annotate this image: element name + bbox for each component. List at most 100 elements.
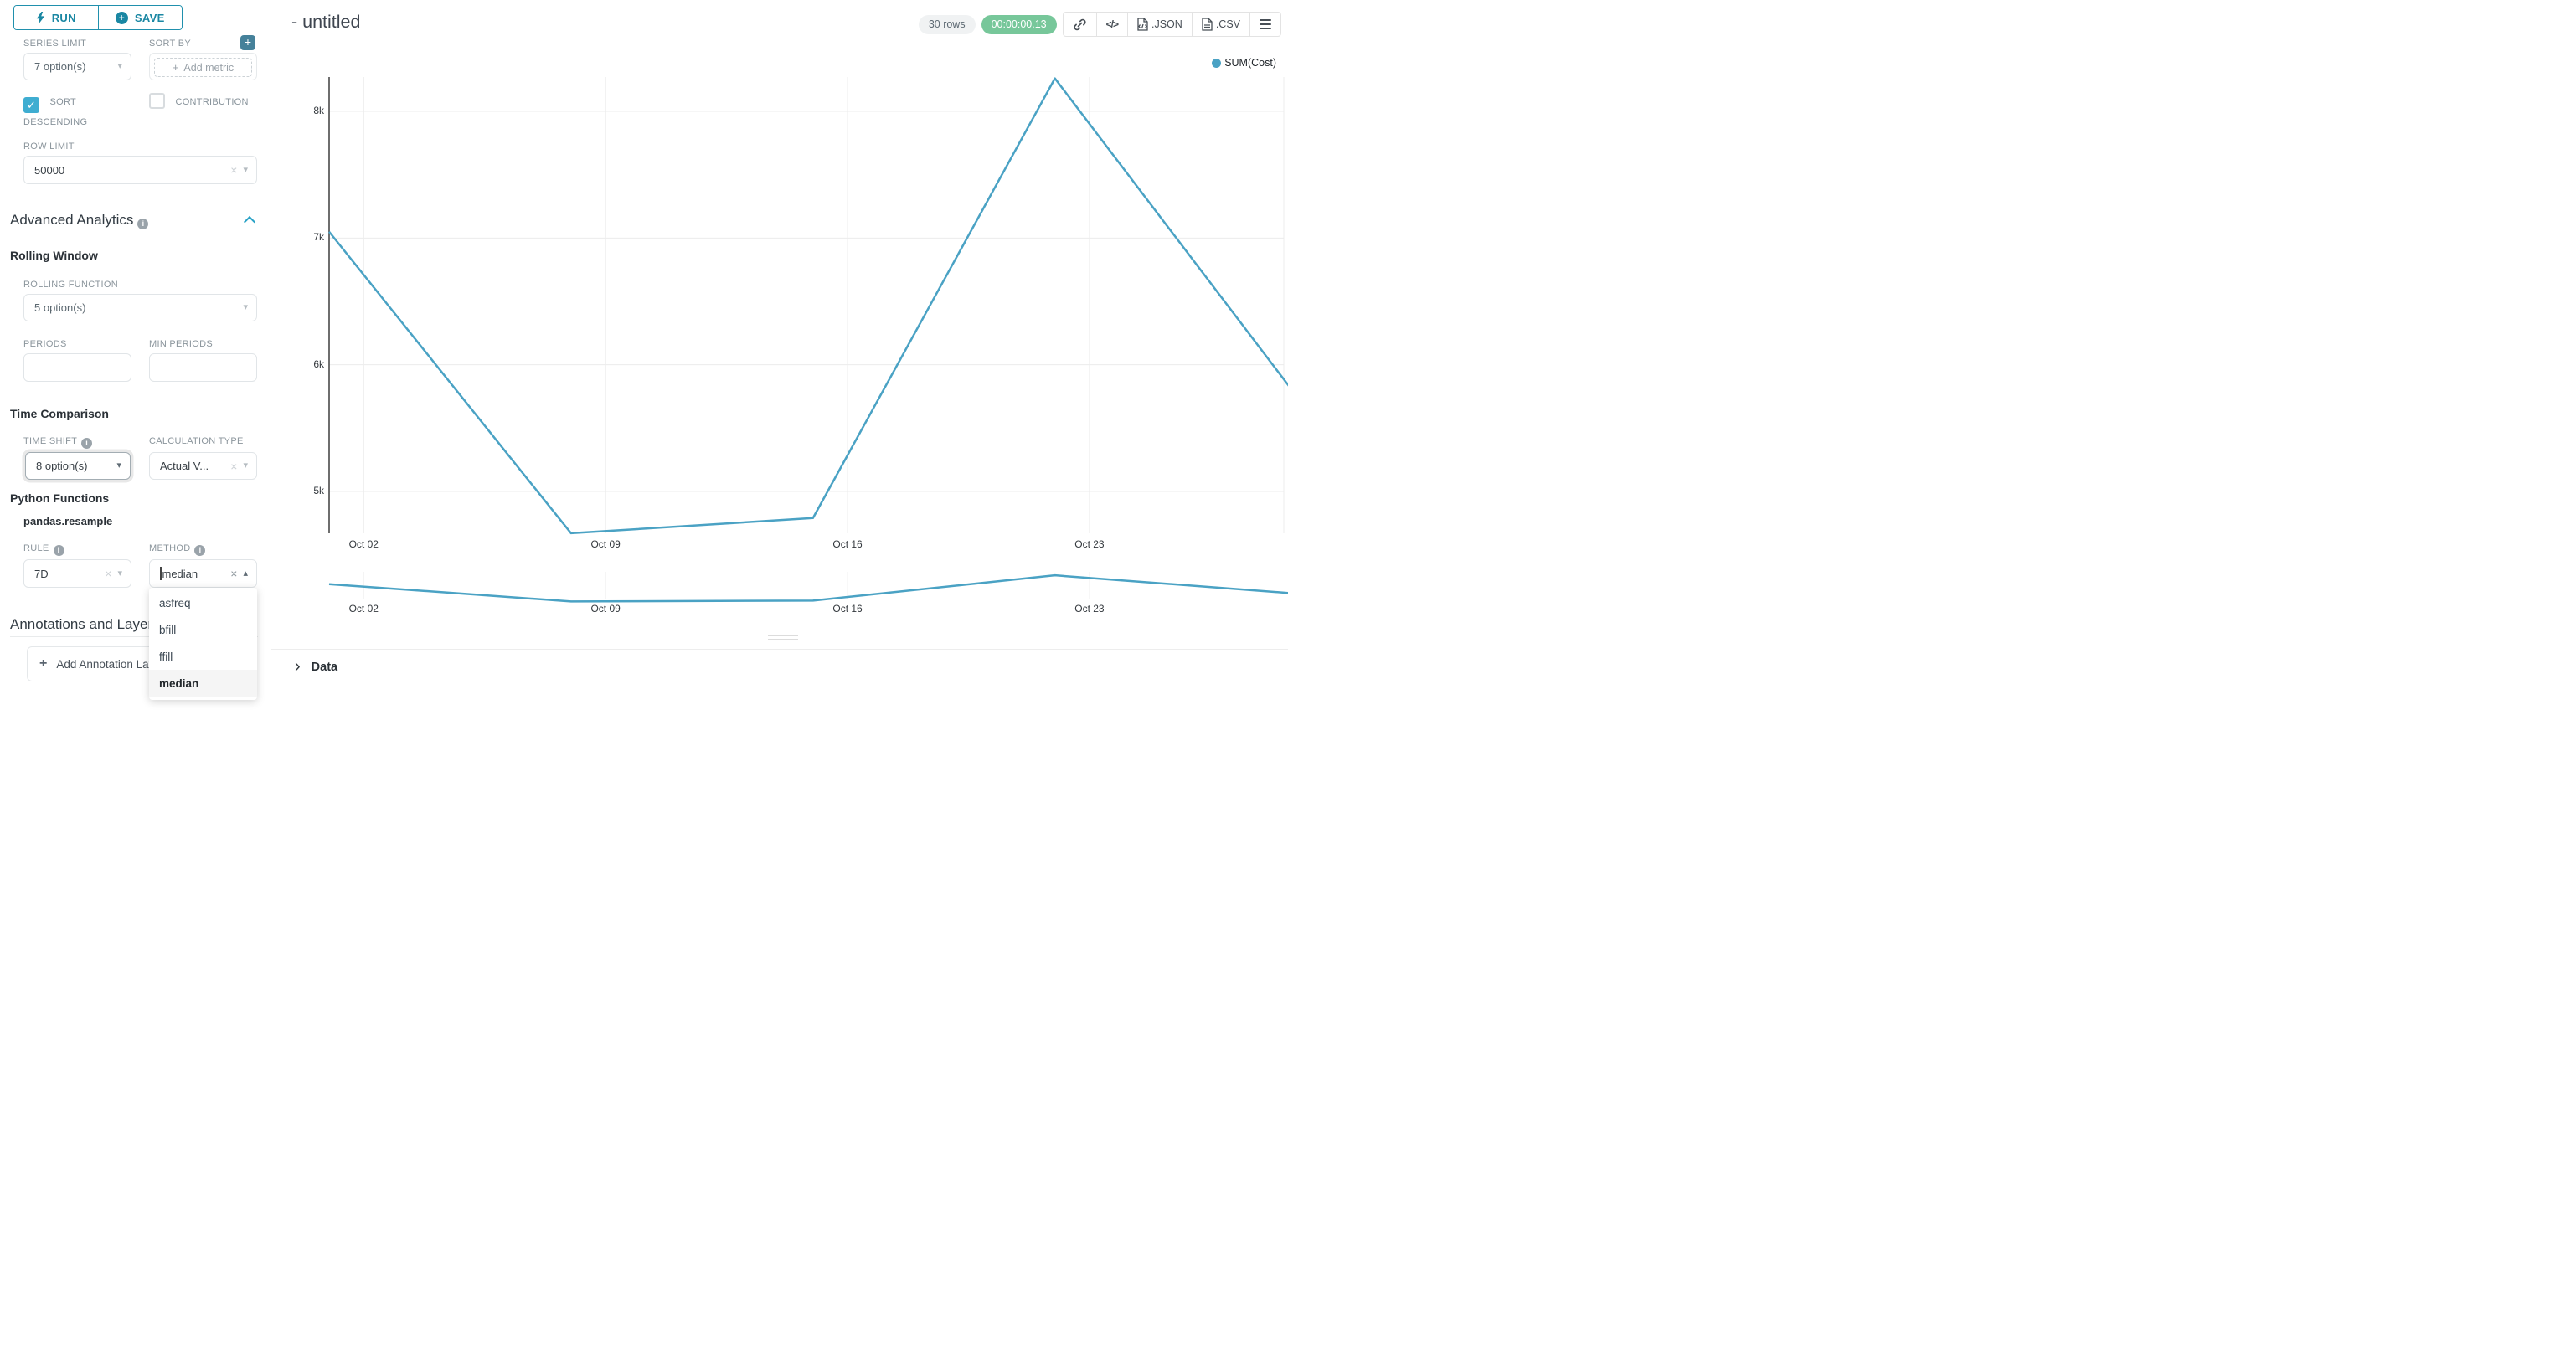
row-limit-value: 50000	[34, 163, 65, 177]
info-icon: i	[194, 545, 206, 556]
export-button-group: </> .JSON .CSV	[1062, 12, 1281, 37]
method-option-asfreq[interactable]: asfreq	[159, 596, 191, 609]
periods-label: PERIODS	[23, 339, 67, 349]
query-timer-badge: 00:00:00.13	[981, 14, 1057, 34]
chevron-down-icon: ▾	[117, 568, 122, 579]
collapse-section-chevron-icon[interactable]	[243, 215, 256, 229]
series-limit-label: SERIES LIMIT	[23, 39, 87, 49]
sort-by-dropzone[interactable]: + Add metric	[149, 53, 257, 80]
clear-icon[interactable]: ×	[230, 163, 238, 177]
chevron-up-icon: ▴	[243, 568, 248, 579]
time-shift-select[interactable]: 8 option(s) ▾	[25, 452, 131, 480]
menu-button[interactable]	[1250, 13, 1280, 36]
time-shift-label: TIME SHIFT i	[23, 436, 93, 449]
chevron-down-icon: ▾	[243, 302, 248, 312]
contribution-checkbox[interactable]	[149, 93, 165, 109]
calculation-type-label: CALCULATION TYPE	[149, 436, 244, 446]
run-save-button-group: RUN + SAVE	[13, 5, 183, 30]
embed-code-button[interactable]: </>	[1097, 13, 1128, 36]
sort-descending-checkbox[interactable]: ✓	[23, 97, 39, 113]
sort-descending-control: ✓ SORT DESCENDING	[23, 93, 141, 130]
method-combobox[interactable]: median × ▴	[149, 559, 257, 588]
chevron-down-icon: ▾	[116, 460, 121, 471]
python-functions-heading: Python Functions	[10, 491, 110, 505]
row-limit-select[interactable]: 50000 × ▾	[23, 156, 257, 184]
method-option-bfill[interactable]: bfill	[159, 623, 177, 636]
panel-resize-handle[interactable]	[768, 632, 798, 643]
save-button[interactable]: + SAVE	[98, 6, 182, 29]
method-value: median	[162, 567, 198, 580]
min-periods-input[interactable]	[149, 353, 257, 382]
file-icon	[1137, 18, 1148, 31]
clear-icon[interactable]: ×	[230, 459, 238, 473]
contribution-control: CONTRIBUTION	[149, 93, 266, 110]
chart-area: - untitled 30 rows 00:00:00.13 </> .JSON	[271, 0, 1288, 685]
lightning-bolt-icon	[36, 11, 44, 24]
row-limit-label: ROW LIMIT	[23, 141, 75, 152]
export-csv-button[interactable]: .CSV	[1193, 13, 1250, 36]
data-panel-header[interactable]: › Data	[271, 649, 1288, 685]
menu-icon	[1260, 17, 1271, 32]
annotations-layers-heading: Annotations and Layers	[10, 616, 160, 632]
export-json-label: .JSON	[1151, 18, 1182, 30]
series-limit-value: 7 option(s)	[34, 60, 86, 73]
rolling-function-select[interactable]: 5 option(s) ▾	[23, 294, 257, 321]
rolling-function-label: ROLLING FUNCTION	[23, 280, 118, 290]
section-divider	[10, 636, 258, 637]
time-shift-value: 8 option(s)	[36, 460, 88, 472]
rule-label: RULE i	[23, 543, 64, 556]
save-button-label: SAVE	[134, 11, 165, 24]
chart-legend[interactable]: SUM(Cost)	[1212, 57, 1276, 69]
series-line	[328, 573, 1288, 603]
calculation-type-value: Actual V...	[160, 460, 209, 472]
chevron-down-icon: ▾	[243, 460, 248, 471]
sort-descending-label: SORT DESCENDING	[23, 97, 88, 127]
text-cursor	[160, 567, 162, 580]
chain-link-icon	[1074, 18, 1086, 30]
code-icon: </>	[1105, 18, 1119, 30]
run-button-label: RUN	[51, 11, 76, 24]
plus-circle-icon: +	[115, 11, 128, 24]
series-line	[328, 77, 1288, 535]
periods-input[interactable]	[23, 353, 131, 382]
method-dropdown-menu: asfreq bfill ffill median	[149, 588, 257, 700]
series-limit-select[interactable]: 7 option(s) ▾	[23, 53, 131, 80]
clear-icon[interactable]: ×	[105, 567, 112, 580]
time-comparison-heading: Time Comparison	[10, 407, 109, 420]
rule-value: 7D	[34, 567, 49, 580]
method-option-median[interactable]: median	[149, 670, 257, 697]
control-panel: RUN + SAVE SERIES LIMIT 7 option(s) ▾ SO…	[0, 0, 272, 700]
legend-series-label: SUM(Cost)	[1224, 57, 1276, 69]
plus-icon: +	[172, 61, 179, 74]
info-icon: i	[53, 545, 64, 556]
copy-link-button[interactable]	[1064, 13, 1097, 36]
sort-by-label: SORT BY	[149, 39, 191, 49]
export-csv-label: .CSV	[1215, 18, 1240, 30]
add-sort-metric-button[interactable]: +	[240, 35, 255, 50]
header-actions: 30 rows 00:00:00.13 </> .JSON	[918, 12, 1281, 37]
chevron-right-icon: ›	[295, 656, 301, 676]
line-chart-canvas[interactable]: 8k 7k 6k 5k Oct 02 Oct 02 Oct 09 Oct 09 Oct 16 Oc…	[271, 44, 1288, 649]
add-annotation-layer-label: Add Annotation Layer	[56, 657, 165, 671]
file-icon	[1202, 18, 1213, 31]
min-periods-label: MIN PERIODS	[149, 339, 214, 349]
data-panel-label: Data	[311, 661, 338, 674]
legend-marker-icon	[1212, 58, 1222, 68]
add-metric-placeholder: Add metric	[183, 61, 234, 74]
clear-icon[interactable]: ×	[230, 567, 238, 580]
rolling-window-heading: Rolling Window	[10, 249, 98, 262]
method-option-ffill[interactable]: ffill	[159, 650, 173, 663]
pandas-resample-subheading: pandas.resample	[23, 515, 113, 527]
run-button[interactable]: RUN	[14, 6, 99, 29]
method-label: METHOD i	[149, 543, 206, 556]
contribution-label: CONTRIBUTION	[175, 97, 249, 107]
info-icon: i	[81, 438, 93, 449]
chevron-down-icon: ▾	[243, 164, 248, 175]
rule-select[interactable]: 7D × ▾	[23, 559, 131, 588]
advanced-analytics-heading: Advanced Analytics i	[10, 212, 149, 229]
row-count-badge: 30 rows	[918, 14, 976, 34]
chevron-down-icon: ▾	[117, 61, 122, 71]
chart-title[interactable]: - untitled	[291, 12, 361, 32]
export-json-button[interactable]: .JSON	[1128, 13, 1193, 36]
calculation-type-select[interactable]: Actual V... × ▾	[149, 452, 257, 480]
